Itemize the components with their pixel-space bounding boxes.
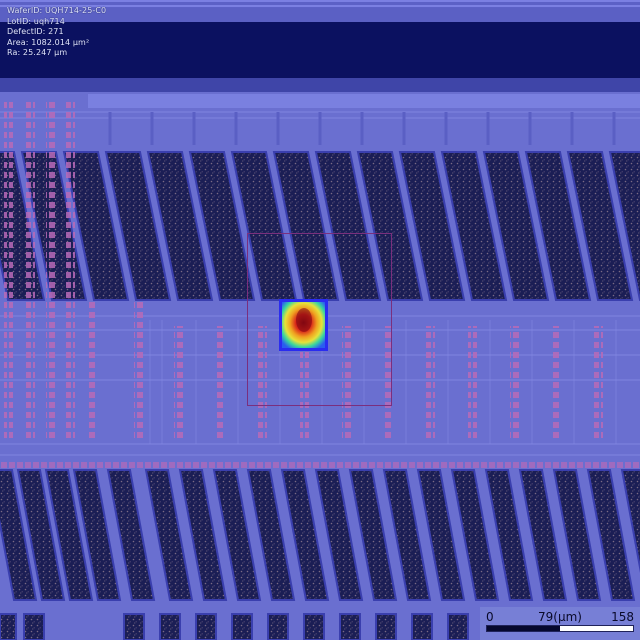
wafer-id-text: WaferID: UQH714-25-C0	[7, 6, 107, 15]
defect-id-text: DefectID: 271	[7, 27, 64, 37]
lot-id-text: LotID: uqh714	[7, 16, 65, 26]
scale-min-label: 0	[486, 610, 494, 624]
defect-bounding-box[interactable]	[247, 233, 392, 406]
scale-fill	[487, 626, 560, 631]
scale-bar: 0 79(µm) 158	[480, 607, 640, 640]
heatmap-defect-icon[interactable]	[279, 299, 328, 351]
ra-text: Ra: 25.247 µm	[7, 48, 68, 58]
area-text: Area: 1082.014 µm²	[7, 37, 90, 47]
scale-mid-label: 79(µm)	[538, 610, 582, 624]
metadata-overlay: WaferID: UQH714-25-C0 LotID: uqh714 Defe…	[7, 6, 217, 59]
scale-track	[486, 625, 634, 632]
scale-max-label: 158	[611, 610, 634, 624]
